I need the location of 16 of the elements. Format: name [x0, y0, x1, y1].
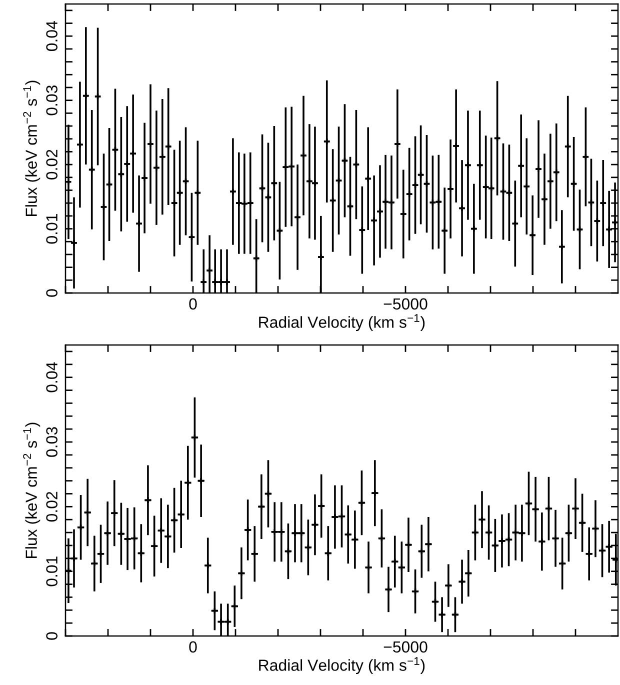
- y-tick-label: 0.01: [46, 556, 58, 586]
- x-axis-title: Radial Velocity (km s$^{−1}$): [259, 314, 425, 332]
- y-tick-label: 0.04: [46, 21, 58, 52]
- x-tick-label: −5000: [384, 641, 428, 653]
- y-tick-label: 0.03: [46, 427, 58, 457]
- y-tick-label: 0.02: [46, 492, 58, 522]
- y-axis-title: Flux (keV cm$^{−2}$ s$^{−1}$): [23, 422, 40, 558]
- y-tick-label: 0: [46, 289, 58, 297]
- y-tick-label: 0: [46, 632, 58, 640]
- y-tick-label: 0.04: [46, 362, 58, 392]
- x-axis-title: Radial Velocity (km s$^{−1}$): [259, 657, 425, 674]
- y-tick-label: 0.01: [46, 214, 58, 244]
- y-tick-label: 0.02: [46, 150, 58, 180]
- x-tick-label: −5000: [384, 298, 428, 310]
- y-tick-label: 0.03: [46, 85, 58, 116]
- y-axis-title: Flux (keV cm$^{−2}$ s$^{−1}$): [23, 80, 40, 216]
